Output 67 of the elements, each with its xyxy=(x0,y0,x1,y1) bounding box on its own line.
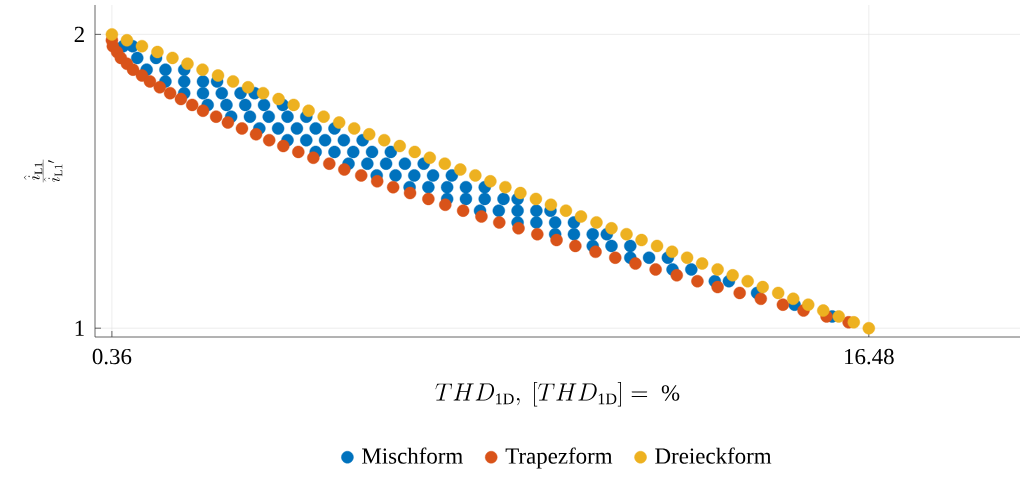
point xyxy=(832,310,845,323)
point xyxy=(186,98,199,112)
point xyxy=(635,233,648,247)
point xyxy=(847,316,860,329)
point xyxy=(529,192,543,206)
point xyxy=(438,157,452,170)
point xyxy=(733,286,746,300)
point xyxy=(817,304,830,317)
point xyxy=(135,39,149,53)
point xyxy=(574,210,588,223)
point xyxy=(741,274,754,288)
point xyxy=(105,28,119,41)
legend-label: Trapezform xyxy=(505,447,613,469)
point xyxy=(422,192,435,206)
point xyxy=(559,204,573,217)
point xyxy=(776,298,790,311)
point xyxy=(454,163,467,176)
point xyxy=(499,180,512,194)
point xyxy=(771,286,785,300)
legend-label: Dreieckform xyxy=(655,447,772,464)
point xyxy=(209,110,223,123)
x-tick-label: 16.48 xyxy=(845,348,894,365)
point xyxy=(143,75,157,88)
point xyxy=(153,81,166,94)
y-tick-label: 1 xyxy=(75,320,84,336)
point xyxy=(620,227,633,241)
point xyxy=(163,86,177,100)
point xyxy=(317,110,330,123)
point xyxy=(649,263,662,276)
x-tick-label: 0.36 xyxy=(92,348,132,365)
point xyxy=(691,274,704,288)
point xyxy=(347,122,361,135)
y-tick-label: 2 xyxy=(74,26,84,42)
point xyxy=(862,321,876,335)
point xyxy=(126,63,140,76)
point xyxy=(235,122,249,135)
point xyxy=(531,227,544,241)
point xyxy=(456,204,470,217)
point xyxy=(569,239,582,253)
point xyxy=(226,75,240,88)
point xyxy=(609,251,622,264)
point xyxy=(711,263,724,276)
point xyxy=(355,169,368,182)
point xyxy=(802,298,815,311)
point xyxy=(754,292,768,305)
point xyxy=(590,216,603,229)
point xyxy=(680,251,694,264)
point xyxy=(323,157,336,170)
x-axis-title: $THD_{\mathrm{1D}},\ [THD_{\mathrm{1D}}] =\ \%$ xyxy=(435,381,680,407)
point xyxy=(287,98,300,112)
point xyxy=(196,63,209,76)
point xyxy=(166,51,179,65)
point xyxy=(756,280,769,294)
point xyxy=(292,145,305,159)
point xyxy=(650,239,664,253)
point xyxy=(469,169,482,182)
point xyxy=(378,133,391,147)
point xyxy=(695,257,709,270)
point xyxy=(263,133,276,147)
point xyxy=(493,216,506,229)
point xyxy=(363,128,376,141)
point xyxy=(408,145,421,159)
y-axis-title: $\frac{\hat{i}_{\mathrm{L1}}}{\hat{i}_{\mathrm{L1}}{}'}$ xyxy=(23,159,63,183)
legend-label: Mischform xyxy=(362,447,463,464)
point xyxy=(423,151,436,164)
point xyxy=(386,180,400,194)
point xyxy=(393,139,406,153)
